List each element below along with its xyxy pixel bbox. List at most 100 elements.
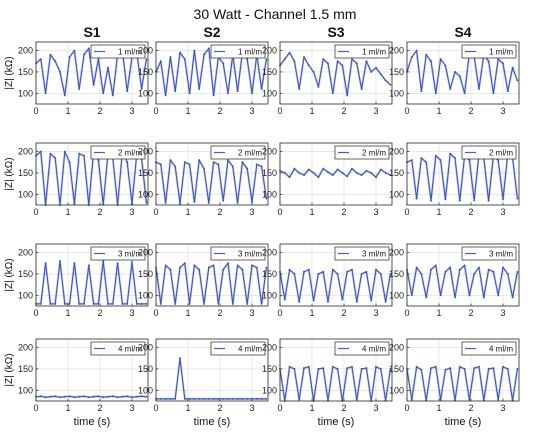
panel-r1-c1: 0 1 2 3 100 150 200 1 ml/m |Z| (kΩ) (4, 41, 149, 116)
data-point (384, 300, 387, 303)
data-point (68, 161, 71, 164)
data-point (379, 273, 382, 275)
panel-frame (279, 142, 393, 206)
data-point (236, 90, 239, 93)
data-point (420, 273, 423, 275)
data-point (183, 398, 186, 400)
data-point (420, 157, 423, 159)
data-point (478, 266, 480, 269)
data-point (365, 367, 368, 369)
panel-r4-c3: 0 1 2 3 100 150 200 4 ml/m time (s) (262, 338, 393, 428)
data-point (336, 60, 339, 63)
data-point (384, 172, 387, 174)
tick-label-x: 2 (97, 207, 102, 217)
data-point (179, 202, 181, 205)
data-point (454, 71, 456, 73)
tick-label-x: 1 (436, 106, 441, 116)
data-point (174, 165, 177, 168)
tick-label-x: 1 (185, 308, 190, 318)
legend-box (90, 341, 146, 356)
data-point (83, 154, 85, 157)
legend-label: 2 ml/m (362, 149, 386, 158)
data-point (236, 398, 239, 400)
data-point (126, 303, 129, 305)
data-point (73, 49, 76, 52)
panel-r2-c2: 0 1 2 3 100 150 200 2 ml/m (138, 142, 269, 217)
tick-label-y: 200 (18, 46, 33, 56)
data-point (222, 398, 225, 400)
data-point (497, 294, 500, 297)
tick-label-x: 0 (404, 207, 409, 217)
data-point (92, 303, 95, 305)
tick-label-x: 3 (129, 207, 134, 217)
data-trace (35, 151, 147, 206)
data-point (217, 163, 220, 166)
data-point (389, 368, 392, 370)
data-point (439, 58, 442, 60)
panel-frame (279, 338, 393, 402)
panel-frame (406, 338, 520, 402)
data-point (217, 303, 220, 305)
tick-label-y: 150 (138, 67, 153, 77)
data-point (331, 92, 334, 95)
tick-label-x: 0 (277, 106, 282, 116)
legend-box (210, 246, 266, 261)
tick-label-x: 2 (97, 106, 102, 116)
data-point (145, 395, 148, 398)
data-point (241, 268, 244, 271)
data-point (236, 264, 239, 267)
data-point (97, 159, 100, 162)
legend: 1 ml/m (90, 44, 146, 59)
panel-frame (279, 41, 393, 105)
data-point (410, 56, 413, 58)
data-point (415, 49, 418, 52)
data-point (92, 83, 95, 86)
data-point (126, 395, 129, 398)
legend: 1 ml/m (461, 44, 517, 59)
tick-label-y: 200 (18, 248, 33, 258)
legend-label: 2 ml/m (118, 149, 142, 158)
data-point (497, 398, 500, 401)
data-point (193, 49, 196, 52)
data-point (44, 262, 47, 265)
data-point (227, 262, 229, 265)
legend-box (334, 44, 390, 59)
data-point (140, 303, 143, 305)
tick-label-x: 0 (153, 106, 158, 116)
data-point (307, 168, 310, 171)
tick-label-x: 3 (373, 207, 378, 217)
data-point (260, 88, 263, 90)
tick-label-x: 3 (129, 106, 134, 116)
legend-label: 1 ml/m (489, 48, 513, 57)
data-point (159, 163, 162, 166)
legend: 4 ml/m (90, 341, 146, 356)
figure-title: 30 Watt - Channel 1.5 mm (194, 6, 357, 22)
data-point (111, 303, 114, 305)
data-point (317, 273, 320, 275)
data-point (260, 398, 263, 400)
data-point (370, 71, 373, 73)
data-point (63, 150, 66, 153)
data-point (288, 51, 291, 54)
legend-box (461, 44, 517, 59)
data-point (492, 92, 495, 95)
data-point (193, 264, 196, 267)
data-point (222, 268, 225, 271)
data-point (365, 60, 368, 63)
data-point (425, 296, 428, 299)
data-point (73, 396, 76, 399)
tick-label-y: 150 (262, 269, 277, 279)
data-point (317, 176, 320, 179)
data-point (425, 161, 428, 164)
data-point (434, 264, 437, 267)
data-point (227, 92, 229, 95)
data-point (102, 92, 105, 95)
data-point (293, 60, 296, 63)
tick-label-x: 0 (33, 308, 38, 318)
tick-label-x: 1 (185, 207, 190, 217)
data-point (159, 60, 162, 63)
data-point (516, 197, 519, 200)
tick-label-y: 100 (262, 385, 277, 395)
legend: 4 ml/m (334, 341, 390, 356)
tick-label-x: 1 (185, 403, 190, 413)
